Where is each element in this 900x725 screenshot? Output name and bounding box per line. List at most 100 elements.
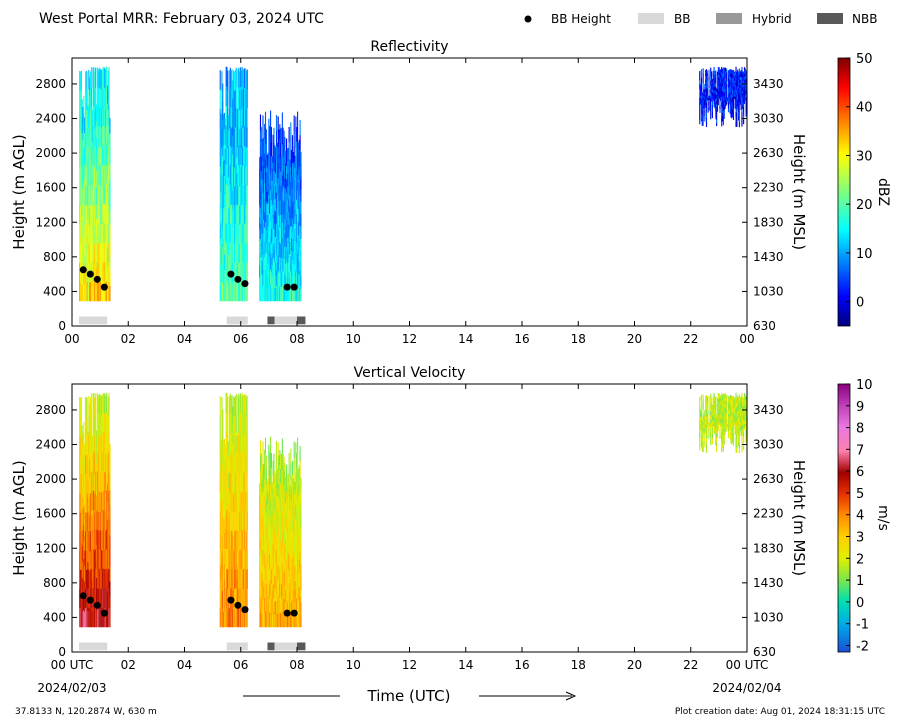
echo-cell — [296, 228, 298, 244]
echo-cell — [271, 494, 273, 507]
echo-cell — [724, 427, 726, 432]
echo-cell — [105, 166, 107, 186]
echo-cell — [291, 576, 293, 590]
echo-cell — [701, 122, 703, 126]
echo-cell — [223, 269, 225, 286]
echo-cell — [728, 424, 730, 428]
echo-cell — [79, 588, 82, 609]
echo-cell — [297, 111, 299, 128]
echo-cell — [223, 470, 226, 487]
echo-cell — [744, 410, 746, 414]
echo-cell — [736, 80, 738, 86]
echo-cell — [721, 432, 723, 438]
echo-cell — [728, 98, 730, 102]
echo-cell — [266, 493, 268, 506]
echo-cell — [101, 127, 103, 147]
echo-cell — [704, 105, 706, 110]
echo-cell — [262, 596, 264, 612]
echo-cell — [286, 499, 289, 513]
echo-cell — [285, 238, 287, 252]
echo-cell — [100, 414, 103, 435]
echo-cell — [716, 71, 719, 76]
echo-cell — [227, 569, 229, 589]
echo-cell — [709, 435, 711, 437]
echo-cell — [291, 250, 293, 264]
y-right-tick-label: 1830 — [753, 215, 784, 229]
echo-cell — [92, 223, 94, 243]
echo-cell — [725, 422, 727, 426]
echo-cell — [702, 432, 704, 438]
echo-cell — [284, 503, 286, 518]
echo-cell — [283, 130, 285, 146]
echo-cell — [701, 448, 703, 452]
echo-cell — [733, 94, 735, 97]
echo-cell — [280, 214, 282, 230]
echo-cell — [109, 550, 111, 567]
echo-cell — [704, 444, 706, 448]
echo-cell — [265, 272, 267, 287]
echo-cell — [231, 243, 233, 263]
echo-cell — [269, 568, 271, 584]
echo-cell — [726, 412, 728, 416]
echo-cell — [82, 284, 84, 302]
echo-cell — [722, 398, 724, 404]
echo-cell — [726, 86, 728, 90]
echo-cell — [276, 182, 278, 196]
echo-cell — [723, 423, 725, 428]
echo-cell — [109, 255, 111, 271]
y-tick-label: 1600 — [35, 181, 66, 195]
echo-cell — [94, 90, 96, 111]
echo-cell — [710, 80, 712, 86]
echo-cell — [85, 492, 87, 513]
echo-cell — [284, 218, 286, 233]
echo-cell — [275, 537, 277, 551]
echo-cell — [277, 534, 279, 551]
echo-cell — [275, 471, 278, 488]
echo-cell — [728, 404, 730, 408]
x-tick-label: 12 — [402, 332, 417, 346]
echo-cell — [240, 511, 242, 532]
echo-cell — [737, 92, 739, 97]
echo-cell — [245, 530, 247, 551]
echo-cell — [224, 489, 226, 506]
echo-cell — [100, 395, 102, 415]
echo-cell — [716, 119, 718, 123]
echo-cell — [261, 206, 263, 221]
echo-cell — [711, 419, 713, 423]
echo-cell — [241, 529, 243, 550]
echo-cell — [276, 482, 278, 496]
echo-cell — [237, 511, 239, 531]
echo-cell — [706, 399, 708, 402]
echo-cell — [702, 77, 704, 83]
echo-cell — [711, 114, 713, 119]
echo-cell — [719, 413, 721, 418]
echo-cell — [700, 86, 703, 92]
echo-cell — [106, 86, 108, 107]
echo-cell — [220, 222, 222, 239]
echo-cell — [699, 432, 701, 438]
echo-cell — [106, 568, 108, 589]
echo-cell — [737, 402, 739, 406]
echo-cell — [707, 436, 709, 439]
echo-cell — [740, 93, 742, 97]
echo-cell — [100, 549, 103, 570]
echo-cell — [700, 438, 703, 444]
echo-cell — [275, 254, 278, 271]
echo-cell — [736, 117, 738, 123]
echo-cell — [222, 101, 224, 121]
echo-cell — [708, 94, 710, 98]
echo-cell — [711, 407, 713, 411]
echo-cell — [265, 172, 267, 187]
echo-cell — [284, 177, 286, 192]
echo-cell — [265, 186, 267, 202]
echo-cell — [298, 287, 300, 302]
echo-cell — [712, 85, 714, 89]
echo-cell — [297, 600, 299, 615]
echo-cell — [293, 239, 295, 255]
echo-cell — [284, 490, 286, 505]
echo-cell — [723, 419, 725, 424]
echo-cell — [298, 220, 300, 235]
echo-cell — [723, 427, 725, 433]
echo-cell — [87, 480, 89, 497]
echo-cell — [265, 569, 267, 585]
